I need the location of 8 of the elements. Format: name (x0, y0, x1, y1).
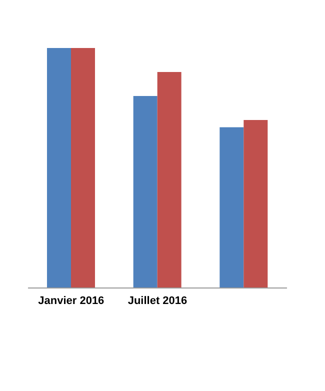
x-tick-label: Janvier 2016 (38, 294, 104, 307)
bar (46, 48, 71, 288)
bar (70, 48, 95, 288)
x-tick-label: Juillet 2016 (128, 294, 188, 307)
bar (157, 72, 182, 288)
bar (244, 120, 268, 288)
bar (133, 96, 158, 288)
bar (220, 127, 244, 288)
